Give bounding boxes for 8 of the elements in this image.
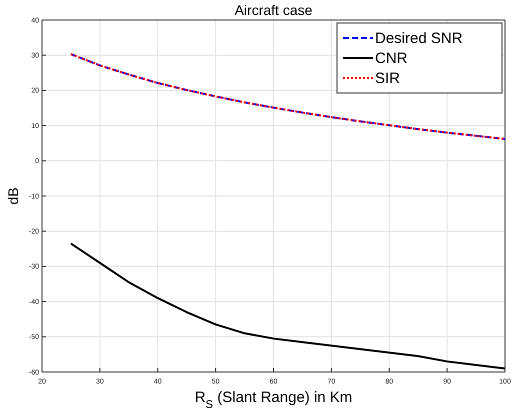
line-series	[70, 53, 506, 140]
legend-label: SIR	[375, 70, 400, 87]
chart-title: Aircraft case	[234, 2, 313, 18]
x-axis-title: R$_{S}$ (Slant Range) in Km	[194, 389, 352, 411]
legend-label: CNR	[375, 50, 408, 67]
legend-label: Desired SNR	[375, 30, 463, 47]
line-series	[70, 242, 506, 370]
y-axis-title: dB	[5, 187, 21, 205]
